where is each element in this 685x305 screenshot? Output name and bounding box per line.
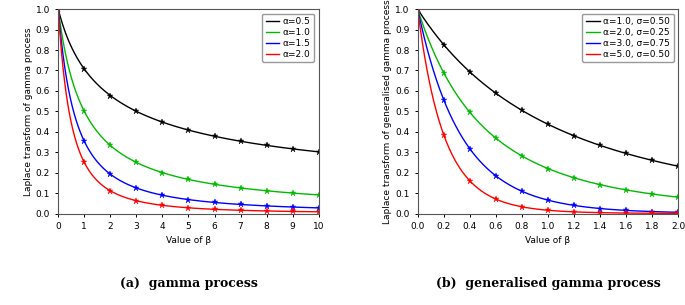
α=2.0, σ=0.25 [528, 160, 536, 163]
Line: α=1.0: α=1.0 [58, 9, 319, 195]
Y-axis label: Laplace transform of gamma process: Laplace transform of gamma process [24, 27, 33, 196]
α=2.0, σ=0.25 [616, 187, 625, 191]
Legend: α=1.0, σ=0.50, α=2.0, σ=0.25, α=3.0, σ=0.75, α=5.0, σ=0.50: α=1.0, σ=0.50, α=2.0, σ=0.25, α=3.0, σ=0… [582, 14, 673, 62]
α=0.5 [258, 143, 266, 146]
α=3.0, σ=0.75 [674, 210, 682, 214]
α=1.5 [54, 7, 62, 11]
Line: α=3.0, σ=0.75: α=3.0, σ=0.75 [418, 9, 678, 212]
α=1.0, σ=0.50 [593, 142, 601, 146]
α=1.5 [160, 194, 168, 197]
α=1.0, σ=0.50 [440, 44, 449, 47]
Line: α=2.0: α=2.0 [58, 9, 319, 212]
α=2.0, σ=0.25 [593, 182, 601, 186]
α=1.0, σ=0.50 [616, 150, 625, 154]
α=3.0, σ=0.75 [593, 206, 601, 210]
α=5.0, σ=0.50 [593, 211, 601, 214]
α=1.0, σ=0.50 [528, 114, 536, 118]
α=1.5 [262, 204, 270, 208]
Line: α=0.5: α=0.5 [58, 9, 319, 152]
Text: (a)  gamma process: (a) gamma process [119, 277, 258, 290]
α=1.0 [81, 110, 89, 114]
Line: α=1.0, σ=0.50: α=1.0, σ=0.50 [418, 9, 678, 166]
α=2.0 [314, 210, 323, 213]
X-axis label: Value of β: Value of β [166, 236, 211, 246]
Line: α=1.5: α=1.5 [58, 9, 319, 208]
α=1.0 [233, 186, 241, 189]
Text: (b)  generalised gamma process: (b) generalised gamma process [436, 277, 660, 290]
α=1.0 [169, 174, 177, 178]
α=1.0 [262, 189, 270, 192]
Y-axis label: Laplace transform of generalised gamma process: Laplace transform of generalised gamma p… [383, 0, 393, 224]
α=1.5 [169, 196, 177, 199]
α=0.5 [233, 139, 241, 142]
α=5.0, σ=0.50 [519, 205, 527, 209]
α=0.5 [169, 124, 177, 127]
α=0.5 [160, 121, 168, 124]
α=2.0 [258, 209, 266, 213]
α=2.0 [169, 205, 177, 208]
α=2.0 [81, 162, 89, 165]
α=5.0, σ=0.50 [440, 135, 449, 138]
X-axis label: Value of β: Value of β [525, 236, 571, 246]
α=1.0, σ=0.50 [674, 164, 682, 168]
α=2.0, σ=0.25 [674, 196, 682, 199]
α=5.0, σ=0.50 [414, 7, 422, 11]
α=1.0, σ=0.50 [519, 109, 527, 113]
Line: α=5.0, σ=0.50: α=5.0, σ=0.50 [418, 9, 678, 213]
α=1.0 [258, 188, 266, 192]
α=2.0, σ=0.25 [414, 7, 422, 11]
α=3.0, σ=0.75 [621, 209, 630, 212]
α=1.5 [258, 204, 266, 207]
α=2.0, σ=0.25 [519, 155, 527, 158]
α=2.0 [54, 7, 62, 11]
α=0.5 [262, 143, 270, 147]
α=1.0, σ=0.50 [621, 152, 630, 155]
α=0.5 [314, 150, 323, 154]
α=1.0, σ=0.50 [414, 7, 422, 11]
α=1.5 [233, 203, 241, 206]
α=0.5 [54, 7, 62, 11]
α=1.0 [54, 7, 62, 11]
α=0.5 [81, 68, 89, 72]
α=2.0 [233, 208, 241, 212]
α=5.0, σ=0.50 [674, 212, 682, 215]
α=5.0, σ=0.50 [616, 211, 625, 215]
α=2.0 [262, 209, 270, 213]
α=5.0, σ=0.50 [621, 211, 630, 215]
α=5.0, σ=0.50 [528, 207, 536, 210]
Legend: α=0.5, α=1.0, α=1.5, α=2.0: α=0.5, α=1.0, α=1.5, α=2.0 [262, 14, 314, 62]
α=3.0, σ=0.75 [414, 7, 422, 11]
α=2.0 [160, 204, 168, 207]
α=1.5 [314, 206, 323, 210]
α=1.0 [314, 193, 323, 197]
α=3.0, σ=0.75 [528, 194, 536, 197]
α=1.5 [81, 141, 89, 144]
Line: α=2.0, σ=0.25: α=2.0, σ=0.25 [418, 9, 678, 197]
α=3.0, σ=0.75 [440, 99, 449, 103]
α=2.0, σ=0.25 [440, 72, 449, 76]
α=1.0 [160, 171, 168, 175]
α=3.0, σ=0.75 [616, 208, 625, 212]
α=3.0, σ=0.75 [519, 190, 527, 194]
α=2.0, σ=0.25 [621, 188, 630, 192]
